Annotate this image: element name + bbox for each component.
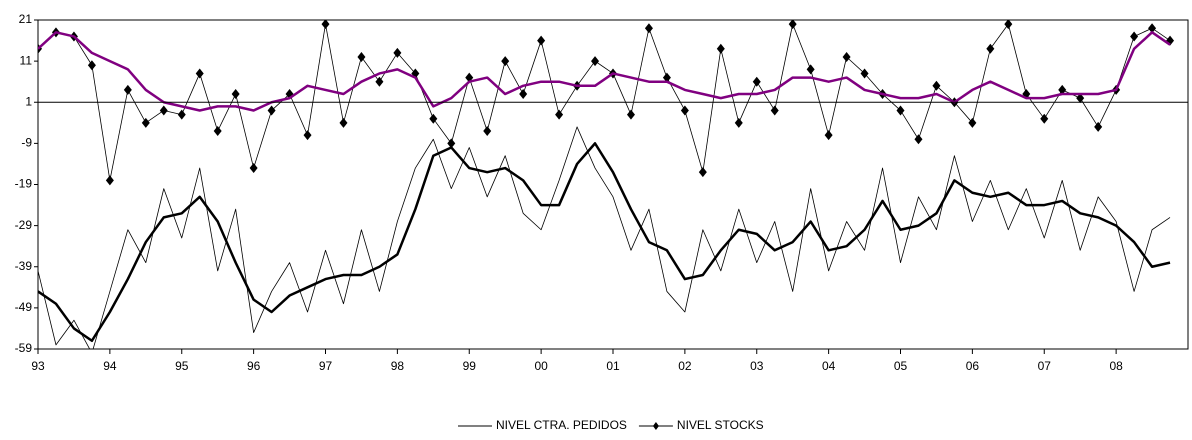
y-tick-label: -39 bbox=[15, 259, 33, 273]
x-tick-label: 93 bbox=[31, 359, 45, 373]
marker bbox=[698, 167, 707, 178]
x-tick-label: 95 bbox=[175, 359, 189, 373]
y-tick-label: 1 bbox=[25, 94, 32, 108]
marker bbox=[1130, 31, 1139, 42]
marker bbox=[429, 113, 438, 124]
x-tick-label: 01 bbox=[606, 359, 620, 373]
y-tick-label: 11 bbox=[20, 53, 33, 67]
marker bbox=[105, 175, 114, 186]
marker bbox=[555, 109, 564, 120]
marker bbox=[914, 134, 923, 145]
marker bbox=[770, 105, 779, 116]
marker bbox=[339, 117, 348, 128]
marker bbox=[249, 163, 258, 174]
marker bbox=[860, 68, 869, 79]
marker bbox=[303, 130, 312, 141]
marker bbox=[1094, 121, 1103, 132]
x-tick-label: 05 bbox=[894, 359, 908, 373]
y-tick-label: -59 bbox=[15, 341, 33, 355]
marker bbox=[734, 117, 743, 128]
marker bbox=[806, 64, 815, 75]
marker bbox=[591, 56, 600, 67]
marker bbox=[159, 105, 168, 116]
legend-label: NIVEL STOCKS bbox=[677, 418, 764, 432]
x-tick-label: 99 bbox=[463, 359, 477, 373]
x-tick-label: 02 bbox=[678, 359, 692, 373]
marker bbox=[824, 130, 833, 141]
y-tick-label: -9 bbox=[21, 136, 32, 150]
x-tick-label: 08 bbox=[1109, 359, 1123, 373]
series-line bbox=[38, 142, 1171, 343]
x-tick-label: 07 bbox=[1038, 359, 1052, 373]
marker bbox=[231, 89, 240, 100]
marker bbox=[195, 68, 204, 79]
x-tick-label: 06 bbox=[966, 359, 980, 373]
marker bbox=[662, 72, 671, 83]
marker bbox=[321, 20, 330, 30]
marker bbox=[932, 80, 941, 91]
legend-label: NIVEL CTRA. PEDIDOS bbox=[496, 418, 627, 432]
marker bbox=[483, 126, 492, 137]
marker bbox=[842, 52, 851, 63]
marker bbox=[375, 76, 384, 87]
series-line bbox=[38, 126, 1171, 349]
marker bbox=[177, 109, 186, 120]
marker bbox=[87, 60, 96, 71]
marker bbox=[1148, 23, 1157, 34]
x-tick-label: 94 bbox=[103, 359, 117, 373]
marker bbox=[644, 23, 653, 34]
x-tick-label: 00 bbox=[534, 359, 548, 373]
marker bbox=[519, 89, 528, 100]
marker bbox=[123, 84, 132, 95]
series-line bbox=[38, 31, 1171, 112]
marker bbox=[141, 117, 150, 128]
marker bbox=[447, 138, 456, 149]
y-tick-label: -49 bbox=[15, 300, 33, 314]
marker bbox=[1058, 84, 1067, 95]
y-tick-label: 21 bbox=[19, 12, 33, 26]
marker bbox=[537, 35, 546, 46]
x-tick-label: 98 bbox=[391, 359, 405, 373]
legend-marker bbox=[652, 422, 659, 430]
y-tick-label: -29 bbox=[15, 218, 33, 232]
y-tick-label: -19 bbox=[15, 177, 33, 191]
marker bbox=[896, 105, 905, 116]
x-tick-label: 04 bbox=[822, 359, 836, 373]
marker bbox=[267, 105, 276, 116]
plot-area bbox=[38, 20, 1175, 349]
marker bbox=[968, 117, 977, 128]
marker bbox=[680, 105, 689, 116]
marker bbox=[716, 43, 725, 54]
marker bbox=[1040, 113, 1049, 124]
x-tick-label: 97 bbox=[319, 359, 333, 373]
marker bbox=[501, 56, 510, 67]
marker bbox=[213, 126, 222, 137]
marker bbox=[986, 43, 995, 54]
marker bbox=[1076, 93, 1085, 104]
marker bbox=[1004, 20, 1013, 30]
marker bbox=[626, 109, 635, 120]
x-tick-label: 96 bbox=[247, 359, 261, 373]
marker bbox=[357, 52, 366, 63]
x-tick-label: 03 bbox=[750, 359, 764, 373]
marker bbox=[752, 76, 761, 87]
marker bbox=[788, 20, 797, 30]
marker bbox=[393, 47, 402, 58]
